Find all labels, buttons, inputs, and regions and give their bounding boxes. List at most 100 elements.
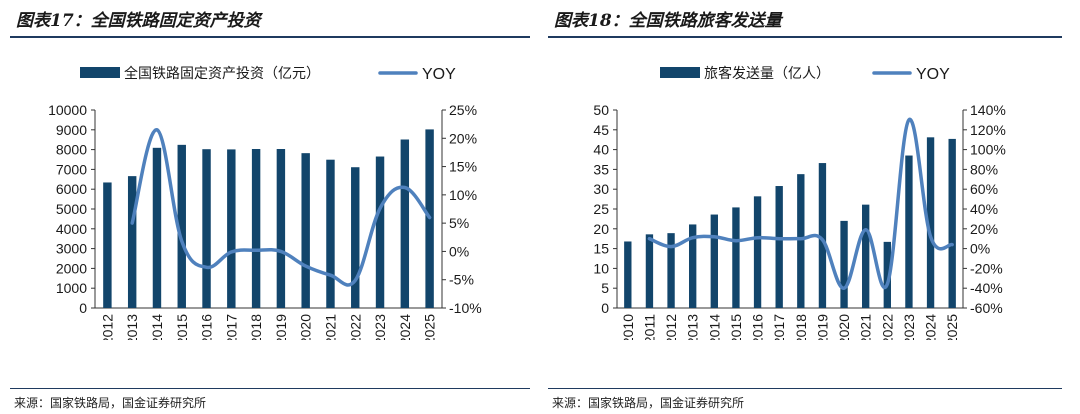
right-tick-label: -10%	[449, 300, 482, 316]
bar-2017	[227, 149, 236, 308]
right-tick-label: -60%	[970, 300, 1003, 316]
right-tick-label: 15%	[449, 159, 477, 175]
left-tick-label: 50	[593, 102, 609, 118]
right-tick-label: 20%	[449, 130, 477, 146]
fixed-asset-investment-chart: 全国铁路固定资产投资（亿元） YOY 0 1000 2000 3000 4000 5000 60…	[48, 65, 482, 340]
left-tick-label: 20	[593, 221, 609, 237]
right-tick-label: 5%	[449, 215, 469, 231]
chart-title-18: 图表18：全国铁路旅客发送量	[554, 11, 782, 31]
right-tick-label: -40%	[970, 280, 1003, 296]
legend-bar-label: 全国铁路固定资产投资（亿元）	[124, 65, 320, 81]
left-tick-label: 40	[593, 142, 609, 158]
x-tick-label: 2013	[685, 314, 701, 340]
source-note-18: 来源：国家铁路局，国金证券研究所	[552, 396, 745, 410]
bar-2019	[276, 149, 286, 308]
left-tick-label: 10	[593, 260, 609, 276]
passenger-volume-chart: 旅客发送量（亿人） YOY05101520253035404550-60%-40%…	[593, 65, 1006, 340]
left-tick-label: 6000	[56, 181, 87, 197]
bar-2013	[127, 176, 137, 308]
left-tick-label: 10000	[48, 102, 87, 118]
x-tick-label: 2023	[372, 314, 388, 340]
legend-line-label: YOY	[422, 66, 456, 83]
bar-2024	[926, 137, 935, 308]
left-tick-label: 5000	[56, 201, 87, 217]
source-note-17: 来源：国家铁路局，国金证券研究所	[14, 396, 207, 410]
bar-2016	[753, 196, 762, 308]
x-tick-label: 2018	[248, 314, 264, 340]
bar-2021	[862, 204, 870, 308]
left-tick-label: 3000	[56, 241, 87, 257]
legend: 全国铁路固定资产投资（亿元） YOY	[80, 65, 456, 83]
bar-2017	[775, 186, 783, 308]
bar-2014	[710, 214, 718, 308]
x-tick-label: 2015	[174, 314, 190, 340]
chart-title-17: 图表17：全国铁路固定资产投资	[16, 11, 261, 31]
right-tick-label: 100%	[970, 142, 1006, 158]
x-tick-label: 2010	[620, 314, 636, 340]
x-tick-label: 2015	[728, 314, 744, 340]
bar-2022	[351, 167, 360, 308]
x-tick-label: 2022	[347, 314, 363, 340]
left-tick-label: 45	[593, 122, 609, 138]
source-divider-18	[548, 388, 1062, 389]
x-tick-label: 2018	[793, 314, 809, 340]
left-tick-label: 0	[79, 300, 87, 316]
bar-2022	[883, 241, 891, 308]
x-tick-label: 2012	[663, 314, 679, 340]
right-tick-label: 80%	[970, 161, 998, 177]
x-tick-label: 2017	[771, 314, 787, 340]
left-tick-label: 35	[593, 161, 609, 177]
bar-2025	[948, 138, 956, 308]
right-tick-label: 40%	[970, 201, 998, 217]
x-tick-label: 2020	[836, 314, 852, 340]
left-tick-label: 1000	[56, 280, 87, 296]
x-tick-label: 2016	[750, 314, 766, 340]
bar-2014	[152, 147, 162, 308]
right-tick-label: -5%	[449, 272, 474, 288]
bar-2015	[177, 144, 186, 308]
x-tick-label: 2020	[298, 314, 314, 340]
bar-2019	[818, 163, 827, 308]
bar-2020	[840, 220, 848, 308]
x-tick-label: 2019	[814, 314, 830, 340]
left-tick-label: 4000	[56, 221, 87, 237]
right-tick-label: 10%	[449, 187, 477, 203]
bar-2016	[202, 149, 211, 308]
x-tick-label: 2013	[124, 314, 140, 340]
bar-2010	[624, 241, 632, 308]
x-tick-label: 2016	[199, 314, 215, 340]
bar-2023	[375, 156, 385, 308]
x-tick-label: 2024	[397, 314, 413, 340]
left-tick-label: 0	[601, 300, 609, 316]
bar-2021	[326, 159, 335, 308]
title-divider-17	[10, 36, 530, 38]
bar-2020	[301, 153, 310, 308]
x-tick-label: 2011	[641, 314, 657, 340]
left-tick-label: 9000	[56, 122, 87, 138]
bar-2018	[251, 149, 261, 308]
x-tick-label: 2017	[223, 314, 239, 340]
legend-bar-swatch	[660, 67, 700, 78]
right-tick-label: 0%	[970, 241, 990, 257]
left-tick-label: 8000	[56, 142, 87, 158]
right-tick-label: 0%	[449, 243, 469, 259]
x-tick-label: 2014	[149, 314, 165, 340]
bar-2011	[645, 234, 654, 308]
legend: 旅客发送量（亿人） YOY	[660, 65, 950, 83]
right-tick-label: -20%	[970, 260, 1003, 276]
legend-line-label: YOY	[916, 66, 950, 83]
x-tick-label: 2012	[99, 314, 115, 340]
bar-2015	[732, 207, 740, 308]
bar-2018	[797, 174, 805, 308]
bar-2013	[689, 224, 697, 308]
right-tick-label: 20%	[970, 221, 998, 237]
left-tick-label: 7000	[56, 161, 87, 177]
right-tick-label: 120%	[970, 122, 1006, 138]
bar-2023	[905, 155, 913, 308]
x-tick-label: 2021	[322, 314, 338, 340]
yoy-line	[130, 128, 432, 287]
source-divider-17	[10, 388, 530, 389]
x-tick-label: 2021	[858, 314, 874, 340]
x-tick-label: 2014	[706, 314, 722, 340]
right-tick-label: 25%	[449, 102, 477, 118]
